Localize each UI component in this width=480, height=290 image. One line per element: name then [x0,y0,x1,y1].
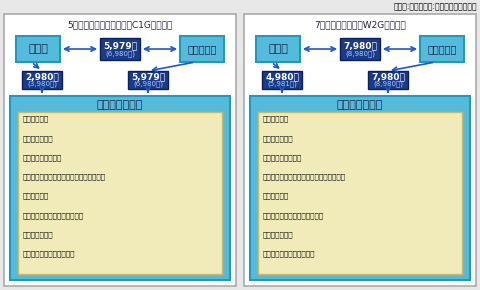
Text: 7,980円: 7,980円 [371,73,405,82]
FancyBboxPatch shape [368,71,408,89]
FancyBboxPatch shape [244,14,476,286]
Text: 7人乗りミニバン（W2Gクラス）: 7人乗りミニバン（W2Gクラス） [314,21,406,30]
Text: 東京都内８店舐: 東京都内８店舐 [97,100,143,110]
Text: ・潮見駅前店: ・潮見駅前店 [263,116,289,122]
Text: ・タイムズステーション有楽町イトシア店: ・タイムズステーション有楽町イトシア店 [263,173,346,180]
Text: ・品川駅前店: ・品川駅前店 [263,193,289,199]
Text: ・中野サンプラザ店: ・中野サンプラザ店 [263,154,302,161]
FancyBboxPatch shape [18,112,222,274]
Text: (6,980円): (6,980円) [133,81,163,87]
FancyBboxPatch shape [10,96,230,280]
Text: ・大手町・東京リア化ル店: ・大手町・東京リア化ル店 [23,251,75,257]
Text: (8,980円): (8,980円) [373,81,403,87]
Text: ・恵比寿駅前店: ・恵比寿駅前店 [263,231,294,238]
FancyBboxPatch shape [16,36,60,62]
Text: 羽田店: 羽田店 [268,44,288,54]
Text: 5人乗りコンパクトカー（C1Gクラス）: 5人乗りコンパクトカー（C1Gクラス） [67,21,173,30]
Text: 成田空港店: 成田空港店 [427,44,456,54]
FancyBboxPatch shape [258,112,462,274]
Text: ・新小岩駅前店: ・新小岩駅前店 [23,135,54,142]
Text: 成田空港店: 成田空港店 [187,44,216,54]
Text: (8,980円): (8,980円) [345,50,375,57]
FancyBboxPatch shape [256,36,300,62]
FancyBboxPatch shape [262,71,302,89]
Text: 5,979円: 5,979円 [103,41,137,50]
Text: ・大手町・東京リア化ル店: ・大手町・東京リア化ル店 [263,251,315,257]
Text: (6,980円): (6,980円) [105,50,135,57]
Text: ・恵比寿駅前店: ・恵比寿駅前店 [23,231,54,238]
FancyBboxPatch shape [420,36,464,62]
Text: 7,980円: 7,980円 [343,41,377,50]
Text: 4,980円: 4,980円 [265,73,299,82]
Text: ・品川駅前店: ・品川駅前店 [23,193,49,199]
Text: (3,980円): (3,980円) [27,81,57,87]
FancyBboxPatch shape [180,36,224,62]
Text: ・中野サンプラザ店: ・中野サンプラザ店 [23,154,62,161]
Text: 2,980円: 2,980円 [25,73,59,82]
Text: ・潮見駅前店: ・潮見駅前店 [23,116,49,122]
FancyBboxPatch shape [250,96,470,280]
FancyBboxPatch shape [22,71,62,89]
FancyBboxPatch shape [340,38,380,60]
Text: ・タイムズステーション池袋店: ・タイムズステーション池袋店 [23,212,84,219]
FancyBboxPatch shape [100,38,140,60]
Text: ・タイムズステーション池袋店: ・タイムズステーション池袋店 [263,212,324,219]
FancyBboxPatch shape [4,14,236,286]
Text: ・タイムズステーション有楽町イトシア店: ・タイムズステーション有楽町イトシア店 [23,173,106,180]
Text: 5,979円: 5,979円 [131,73,165,82]
FancyBboxPatch shape [128,71,168,89]
Text: ・新小岩駅前店: ・新小岩駅前店 [263,135,294,142]
Text: 羽田店: 羽田店 [28,44,48,54]
Text: （金額:税込　上段:キャンペーン価格）: （金額:税込 上段:キャンペーン価格） [394,3,477,12]
Text: (5,981円): (5,981円) [267,81,297,87]
Text: 東京都内８店舐: 東京都内８店舐 [337,100,383,110]
